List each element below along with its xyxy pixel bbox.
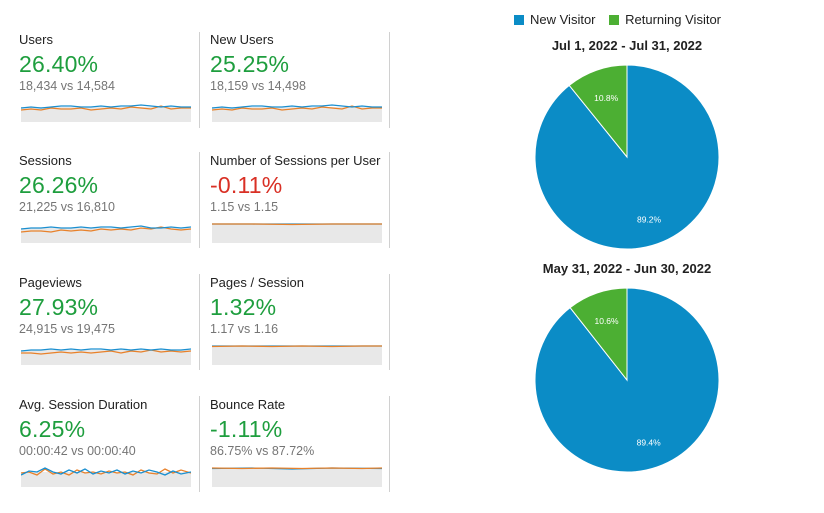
sparkline bbox=[21, 348, 191, 365]
sparkline bbox=[212, 345, 382, 365]
column-divider bbox=[389, 152, 390, 248]
metric-label: New Users bbox=[210, 32, 274, 47]
sparkline bbox=[212, 104, 382, 122]
metric-change: 1.32% bbox=[210, 294, 277, 320]
sparkline bbox=[212, 223, 382, 243]
metric-label: Pageviews bbox=[19, 275, 82, 290]
metric-comparison: 86.75% vs 87.72% bbox=[210, 444, 315, 458]
pie-slice-label: 89.4% bbox=[637, 438, 662, 448]
metric-card-bounce-rate[interactable]: Bounce Rate -1.11% 86.75% vs 87.72% bbox=[210, 397, 382, 507]
metric-card-pages-per-session[interactable]: Pages / Session 1.32% 1.17 vs 1.16 bbox=[210, 275, 382, 385]
visitor-type-panel: New Visitor Returning Visitor Jul 1, 202… bbox=[500, 0, 824, 513]
metric-card-avg-session-duration[interactable]: Avg. Session Duration 6.25% 00:00:42 vs … bbox=[19, 397, 191, 507]
metric-change: 26.40% bbox=[19, 51, 99, 77]
metric-comparison: 00:00:42 vs 00:00:40 bbox=[19, 444, 136, 458]
metric-label: Avg. Session Duration bbox=[19, 397, 148, 412]
pie-title: May 31, 2022 - Jun 30, 2022 bbox=[542, 261, 712, 276]
metric-comparison: 21,225 vs 16,810 bbox=[19, 200, 115, 214]
legend-item-new-visitor[interactable]: New Visitor bbox=[514, 12, 596, 27]
metric-change: 25.25% bbox=[210, 51, 290, 77]
metric-change: -1.11% bbox=[210, 416, 283, 442]
pie-chart-previous: 89.4% 10.6% bbox=[534, 287, 720, 473]
metric-label: Number of Sessions per User bbox=[210, 153, 381, 168]
metric-label: Users bbox=[19, 32, 53, 47]
legend-swatch bbox=[514, 15, 524, 25]
column-divider bbox=[389, 32, 390, 128]
legend-swatch bbox=[609, 15, 620, 25]
metric-label: Bounce Rate bbox=[210, 397, 286, 412]
pie-title: Jul 1, 2022 - Jul 31, 2022 bbox=[551, 38, 703, 53]
metric-comparison: 18,434 vs 14,584 bbox=[19, 79, 115, 93]
metric-comparison: 1.15 vs 1.15 bbox=[210, 200, 279, 214]
sparkline bbox=[21, 104, 191, 122]
metric-change: 26.26% bbox=[19, 172, 99, 198]
metric-card-new-users[interactable]: New Users 25.25% 18,159 vs 14,498 bbox=[210, 32, 382, 142]
sparkline bbox=[21, 225, 191, 243]
chart-legend: New Visitor Returning Visitor bbox=[514, 12, 731, 27]
metric-card-sessions[interactable]: Sessions 26.26% 21,225 vs 16,810 bbox=[19, 153, 191, 263]
legend-label: New Visitor bbox=[530, 12, 596, 27]
pie-slice-label: 10.6% bbox=[594, 316, 619, 326]
pie-chart-current: 89.2% 10.8% bbox=[534, 64, 720, 250]
metrics-grid: Users 26.40% 18,434 vs 14,584 New Users … bbox=[0, 0, 410, 513]
column-divider bbox=[199, 396, 200, 492]
metric-comparison: 18,159 vs 14,498 bbox=[210, 79, 306, 93]
pie-slice-label: 10.8% bbox=[594, 93, 619, 103]
column-divider bbox=[199, 32, 200, 128]
column-divider bbox=[199, 152, 200, 248]
metric-change: 6.25% bbox=[19, 416, 86, 442]
metric-card-pageviews[interactable]: Pageviews 27.93% 24,915 vs 19,475 bbox=[19, 275, 191, 385]
metric-comparison: 24,915 vs 19,475 bbox=[19, 322, 115, 336]
pie-slice-returning-visitor[interactable] bbox=[569, 287, 628, 382]
metric-change: 27.93% bbox=[19, 294, 99, 320]
sparkline bbox=[212, 467, 382, 487]
metric-label: Pages / Session bbox=[210, 275, 304, 290]
metric-card-sessions-per-user[interactable]: Number of Sessions per User -0.11% 1.15 … bbox=[210, 153, 382, 263]
column-divider bbox=[389, 274, 390, 370]
metric-label: Sessions bbox=[19, 153, 72, 168]
metric-change: -0.11% bbox=[210, 172, 283, 198]
sparkline bbox=[21, 467, 191, 487]
legend-label: Returning Visitor bbox=[625, 12, 722, 27]
metric-card-users[interactable]: Users 26.40% 18,434 vs 14,584 bbox=[19, 32, 191, 142]
column-divider bbox=[389, 396, 390, 492]
pie-slice-returning-visitor[interactable] bbox=[568, 64, 628, 159]
column-divider bbox=[199, 274, 200, 370]
metric-comparison: 1.17 vs 1.16 bbox=[210, 322, 279, 336]
pie-slice-label: 89.2% bbox=[637, 214, 662, 224]
legend-item-returning-visitor[interactable]: Returning Visitor bbox=[609, 12, 721, 27]
